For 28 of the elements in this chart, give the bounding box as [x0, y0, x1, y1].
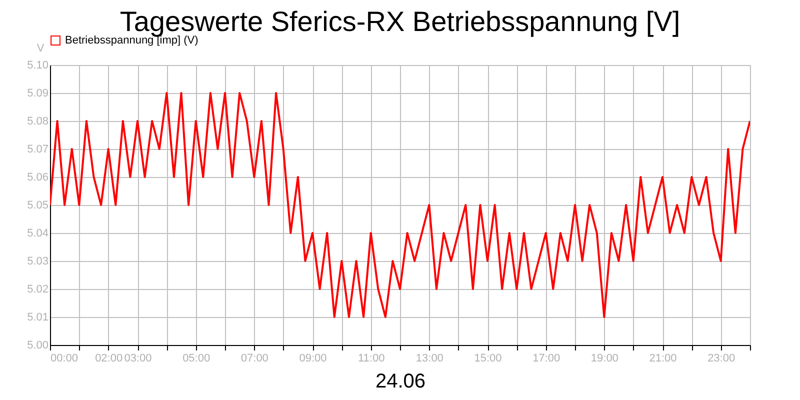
x-tick-label: 17:00: [532, 352, 560, 364]
x-tick-label: 19:00: [590, 352, 618, 364]
x-tick-label: 23:00: [708, 352, 736, 364]
x-tick-label: 05:00: [182, 352, 210, 364]
chart-title: Tageswerte Sferics-RX Betriebsspannung [V]: [120, 6, 680, 37]
y-axis-title: V: [36, 42, 45, 54]
y-tick-label: 5.09: [27, 88, 48, 100]
x-tick-label: 13:00: [416, 352, 444, 364]
y-tick-label: 5.08: [27, 116, 48, 128]
x-tick-label: 00:00: [50, 352, 78, 364]
x-tick-label: 11:00: [358, 352, 385, 364]
x-tick-label: 09:00: [299, 352, 327, 364]
line-series: [50, 92, 750, 318]
x-tick-label: 21:00: [649, 352, 677, 364]
x-tick-label: 15:00: [474, 352, 502, 364]
x-axis-title: 24.06: [375, 370, 426, 392]
y-tick-label: 5.07: [27, 144, 48, 156]
y-tick-label: 5.10: [27, 60, 48, 72]
y-tick-label: 5.03: [27, 256, 48, 268]
y-tick-label: 5.06: [27, 172, 48, 184]
x-tick-label: 03:00: [124, 352, 152, 364]
x-tick-label: 02:00: [95, 352, 123, 364]
y-tick-label: 5.02: [27, 284, 48, 296]
y-tick-label: 5.00: [27, 340, 48, 352]
y-tick-label: 5.05: [27, 200, 48, 212]
y-tick-label: 5.01: [27, 312, 48, 324]
x-tick-label: 07:00: [240, 352, 268, 364]
y-tick-label: 5.04: [27, 228, 48, 240]
